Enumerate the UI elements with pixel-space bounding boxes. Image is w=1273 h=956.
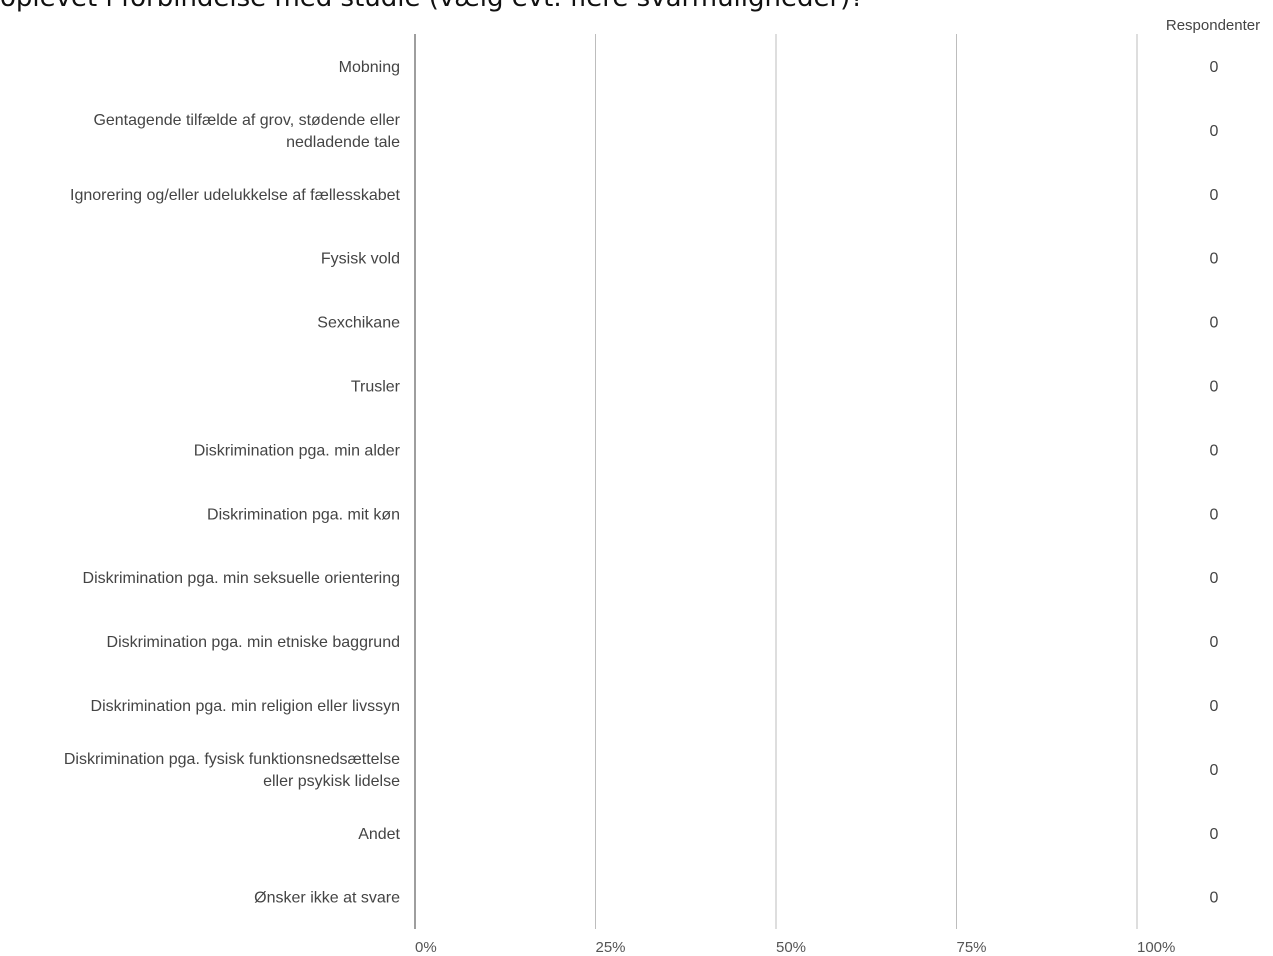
category-label-line: Trusler [351, 379, 401, 396]
category-label-line: Mobning [339, 59, 400, 76]
respondent-count: 0 [1210, 187, 1219, 204]
respondent-count: 0 [1210, 315, 1219, 332]
x-tick-label: 100% [1137, 939, 1175, 956]
category-label-line: nedladende tale [286, 134, 400, 151]
x-tick-label: 0% [415, 939, 437, 956]
category-label-line: Fysisk vold [321, 251, 400, 268]
category-label-line: Gentagende tilfælde af grov, stødende el… [93, 112, 400, 129]
category-label-line: Ønsker ikke at svare [254, 890, 400, 907]
category-label: Sexchikane [317, 315, 400, 332]
respondent-count: 0 [1210, 826, 1219, 843]
category-label: Mobning [339, 59, 400, 76]
category-label-line: eller psykisk lidelse [263, 773, 400, 790]
category-label: Ønsker ikke at svare [254, 890, 400, 907]
x-tick-label: 75% [957, 939, 987, 956]
respondent-count: 0 [1210, 762, 1219, 779]
category-label-line: Andet [358, 826, 400, 843]
category-label: Diskrimination pga. min seksuelle orient… [83, 570, 400, 587]
category-label: Ignorering og/eller udelukkelse af fælle… [70, 187, 401, 204]
category-label: Diskrimination pga. min alder [194, 442, 401, 459]
category-label: Diskrimination pga. mit køn [207, 506, 400, 523]
category-label-line: Diskrimination pga. min seksuelle orient… [83, 570, 400, 587]
respondent-count: 0 [1210, 379, 1219, 396]
category-label-line: Ignorering og/eller udelukkelse af fælle… [70, 187, 401, 204]
respondent-count: 0 [1210, 698, 1219, 715]
category-label-line: Diskrimination pga. mit køn [207, 506, 400, 523]
category-label: Diskrimination pga. min religion eller l… [91, 698, 400, 715]
category-label-line: Diskrimination pga. min alder [194, 442, 401, 459]
x-axis-ticks: 0% 25% 50% 75% 100% [415, 939, 1175, 956]
gridlines [414, 34, 1138, 929]
question-title: oplevet i forbindelse med studie (vælg e… [0, 0, 864, 15]
x-tick-label: 50% [776, 939, 806, 956]
category-label-line: Diskrimination pga. min etniske baggrund [107, 634, 400, 651]
category-label-line: Diskrimination pga. fysisk funktionsneds… [64, 751, 400, 768]
respondent-count: 0 [1210, 123, 1219, 140]
respondent-count: 0 [1210, 634, 1219, 651]
category-label: Andet [358, 826, 400, 843]
category-label: Fysisk vold [321, 251, 400, 268]
respondent-count: 0 [1210, 890, 1219, 907]
category-label-line: Diskrimination pga. min religion eller l… [91, 698, 400, 715]
respondent-count: 0 [1210, 570, 1219, 587]
category-label: Diskrimination pga. fysisk funktionsneds… [64, 751, 400, 790]
respondent-count: 0 [1210, 442, 1219, 459]
x-tick-label: 25% [596, 939, 626, 956]
respondent-count: 0 [1210, 59, 1219, 76]
respondent-counts: 0 0 0 0 0 0 0 0 0 0 0 0 0 0 [1210, 59, 1219, 907]
respondent-count: 0 [1210, 251, 1219, 268]
category-labels: Mobning Gentagende tilfælde af grov, stød… [64, 59, 401, 907]
category-label-line: Sexchikane [317, 315, 400, 332]
respondent-count: 0 [1210, 506, 1219, 523]
category-label: Gentagende tilfælde af grov, stødende el… [93, 112, 400, 151]
category-label: Trusler [351, 379, 401, 396]
respondents-header: Respondenter [1166, 17, 1260, 34]
category-label: Diskrimination pga. min etniske baggrund [107, 634, 400, 651]
